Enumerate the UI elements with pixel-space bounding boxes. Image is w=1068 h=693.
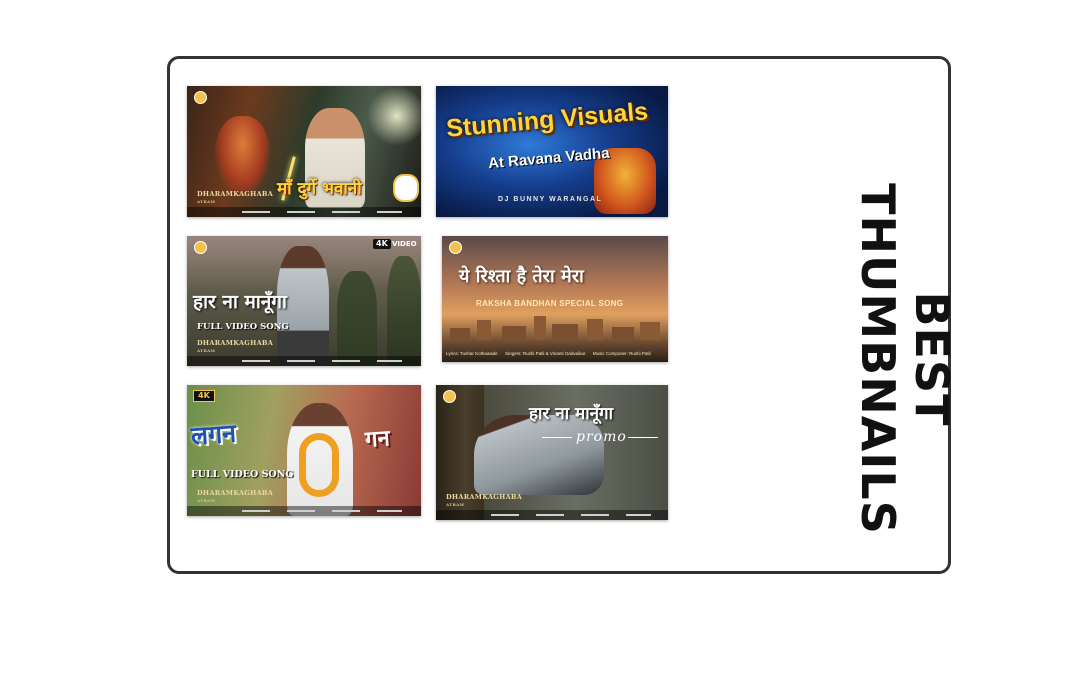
thumb-4-subtitle: RAKSHA BANDHAN SPECIAL SONG (476, 299, 624, 308)
channel-logo-icon (443, 390, 456, 403)
thumbnails-card: माँ दुर्गे भवानी DHARAMKAGHABA ATRAM Stu… (167, 56, 959, 574)
thumb-5-title-left: लगन (190, 418, 237, 451)
badge-4k: 4K (373, 239, 391, 249)
credits-strip (187, 207, 421, 217)
channel-logo-icon (449, 241, 462, 254)
best-thumbnails-heading: BEST THUMBNAILS (851, 183, 959, 535)
thumbnail-ye-rishta-hai-tera-mera[interactable]: ये रिश्ता है तेरा मेरा RAKSHA BANDHAN SP… (442, 236, 668, 362)
garland (299, 433, 339, 497)
credits-strip (436, 510, 668, 520)
thumb-2-credit: DJ BUNNY WARANGAL (498, 196, 603, 203)
thumb-6-subtitle: promo (576, 429, 627, 445)
singer-figure (305, 108, 365, 208)
thumb-4-credits: Lyrics: Tushar Kothawade Singers: Rushi … (446, 351, 651, 356)
thumbnail-maa-durge-bhavani[interactable]: माँ दुर्गे भवानी DHARAMKAGHABA ATRAM (187, 86, 421, 217)
thumbnail-stunning-visuals[interactable]: Stunning Visuals At Ravana Vadha DJ BUNN… (436, 86, 668, 217)
thumb-1-title: माँ दुर्गे भवानी (277, 179, 362, 199)
channel-logo-icon (194, 241, 207, 254)
thumbnail-lagan-full-video[interactable]: 4K लगन गन FULL VIDEO SONG DHARAMKAGHABA … (187, 385, 421, 516)
heading-line-best: BEST (905, 291, 959, 427)
ravana-figure (594, 148, 656, 214)
thumb-5-title-right: गन (364, 426, 391, 453)
sitting-man-figure (474, 415, 604, 495)
goddess-figure (215, 116, 270, 196)
thumb-3-brand: DHARAMKAGHABA ATRAM (197, 339, 274, 354)
thumbnail-haar-na-manunga[interactable]: 4K VIDEO हार ना मानूँगा FULL VIDEO SONG … (187, 236, 421, 366)
soldier-figure (337, 271, 377, 366)
soldier-figure (387, 256, 421, 366)
thumb-6-brand: DHARAMKAGHABA ATRAM (446, 493, 523, 508)
thumb-1-brand: DHARAMKAGHABA ATRAM (197, 190, 274, 205)
thumbnail-haar-na-manunga-promo[interactable]: हार ना मानूँगा promo DHARAMKAGHABA ATRAM (436, 385, 668, 520)
thumb-6-title: हार ना मानूँगा (529, 404, 614, 424)
thumb-3-subtitle: FULL VIDEO SONG (197, 322, 289, 332)
durga-face-icon (393, 174, 419, 202)
promo-underline (628, 437, 658, 438)
credits-strip (187, 506, 421, 516)
badge-video: VIDEO (392, 240, 417, 248)
channel-logo-icon (194, 91, 207, 104)
credits-strip (187, 356, 421, 366)
thumb-3-title: हार ना मानूँगा (193, 291, 287, 313)
badge-4k: 4K (193, 390, 215, 402)
city-skyline (442, 314, 668, 340)
man-figure (277, 246, 329, 366)
thumb-5-brand: DHARAMKAGHABA ATRAM (197, 489, 274, 504)
man-with-garland-figure (287, 403, 353, 516)
thumb-4-title: ये रिश्ता है तेरा मेरा (459, 266, 584, 287)
thumb-2-title: Stunning Visuals (445, 97, 650, 143)
thumb-2-subtitle: At Ravana Vadha (487, 144, 611, 173)
heading-line-thumbnails: THUMBNAILS (851, 183, 905, 535)
thumb-5-subtitle: FULL VIDEO SONG (191, 469, 294, 480)
promo-underline (542, 437, 572, 438)
